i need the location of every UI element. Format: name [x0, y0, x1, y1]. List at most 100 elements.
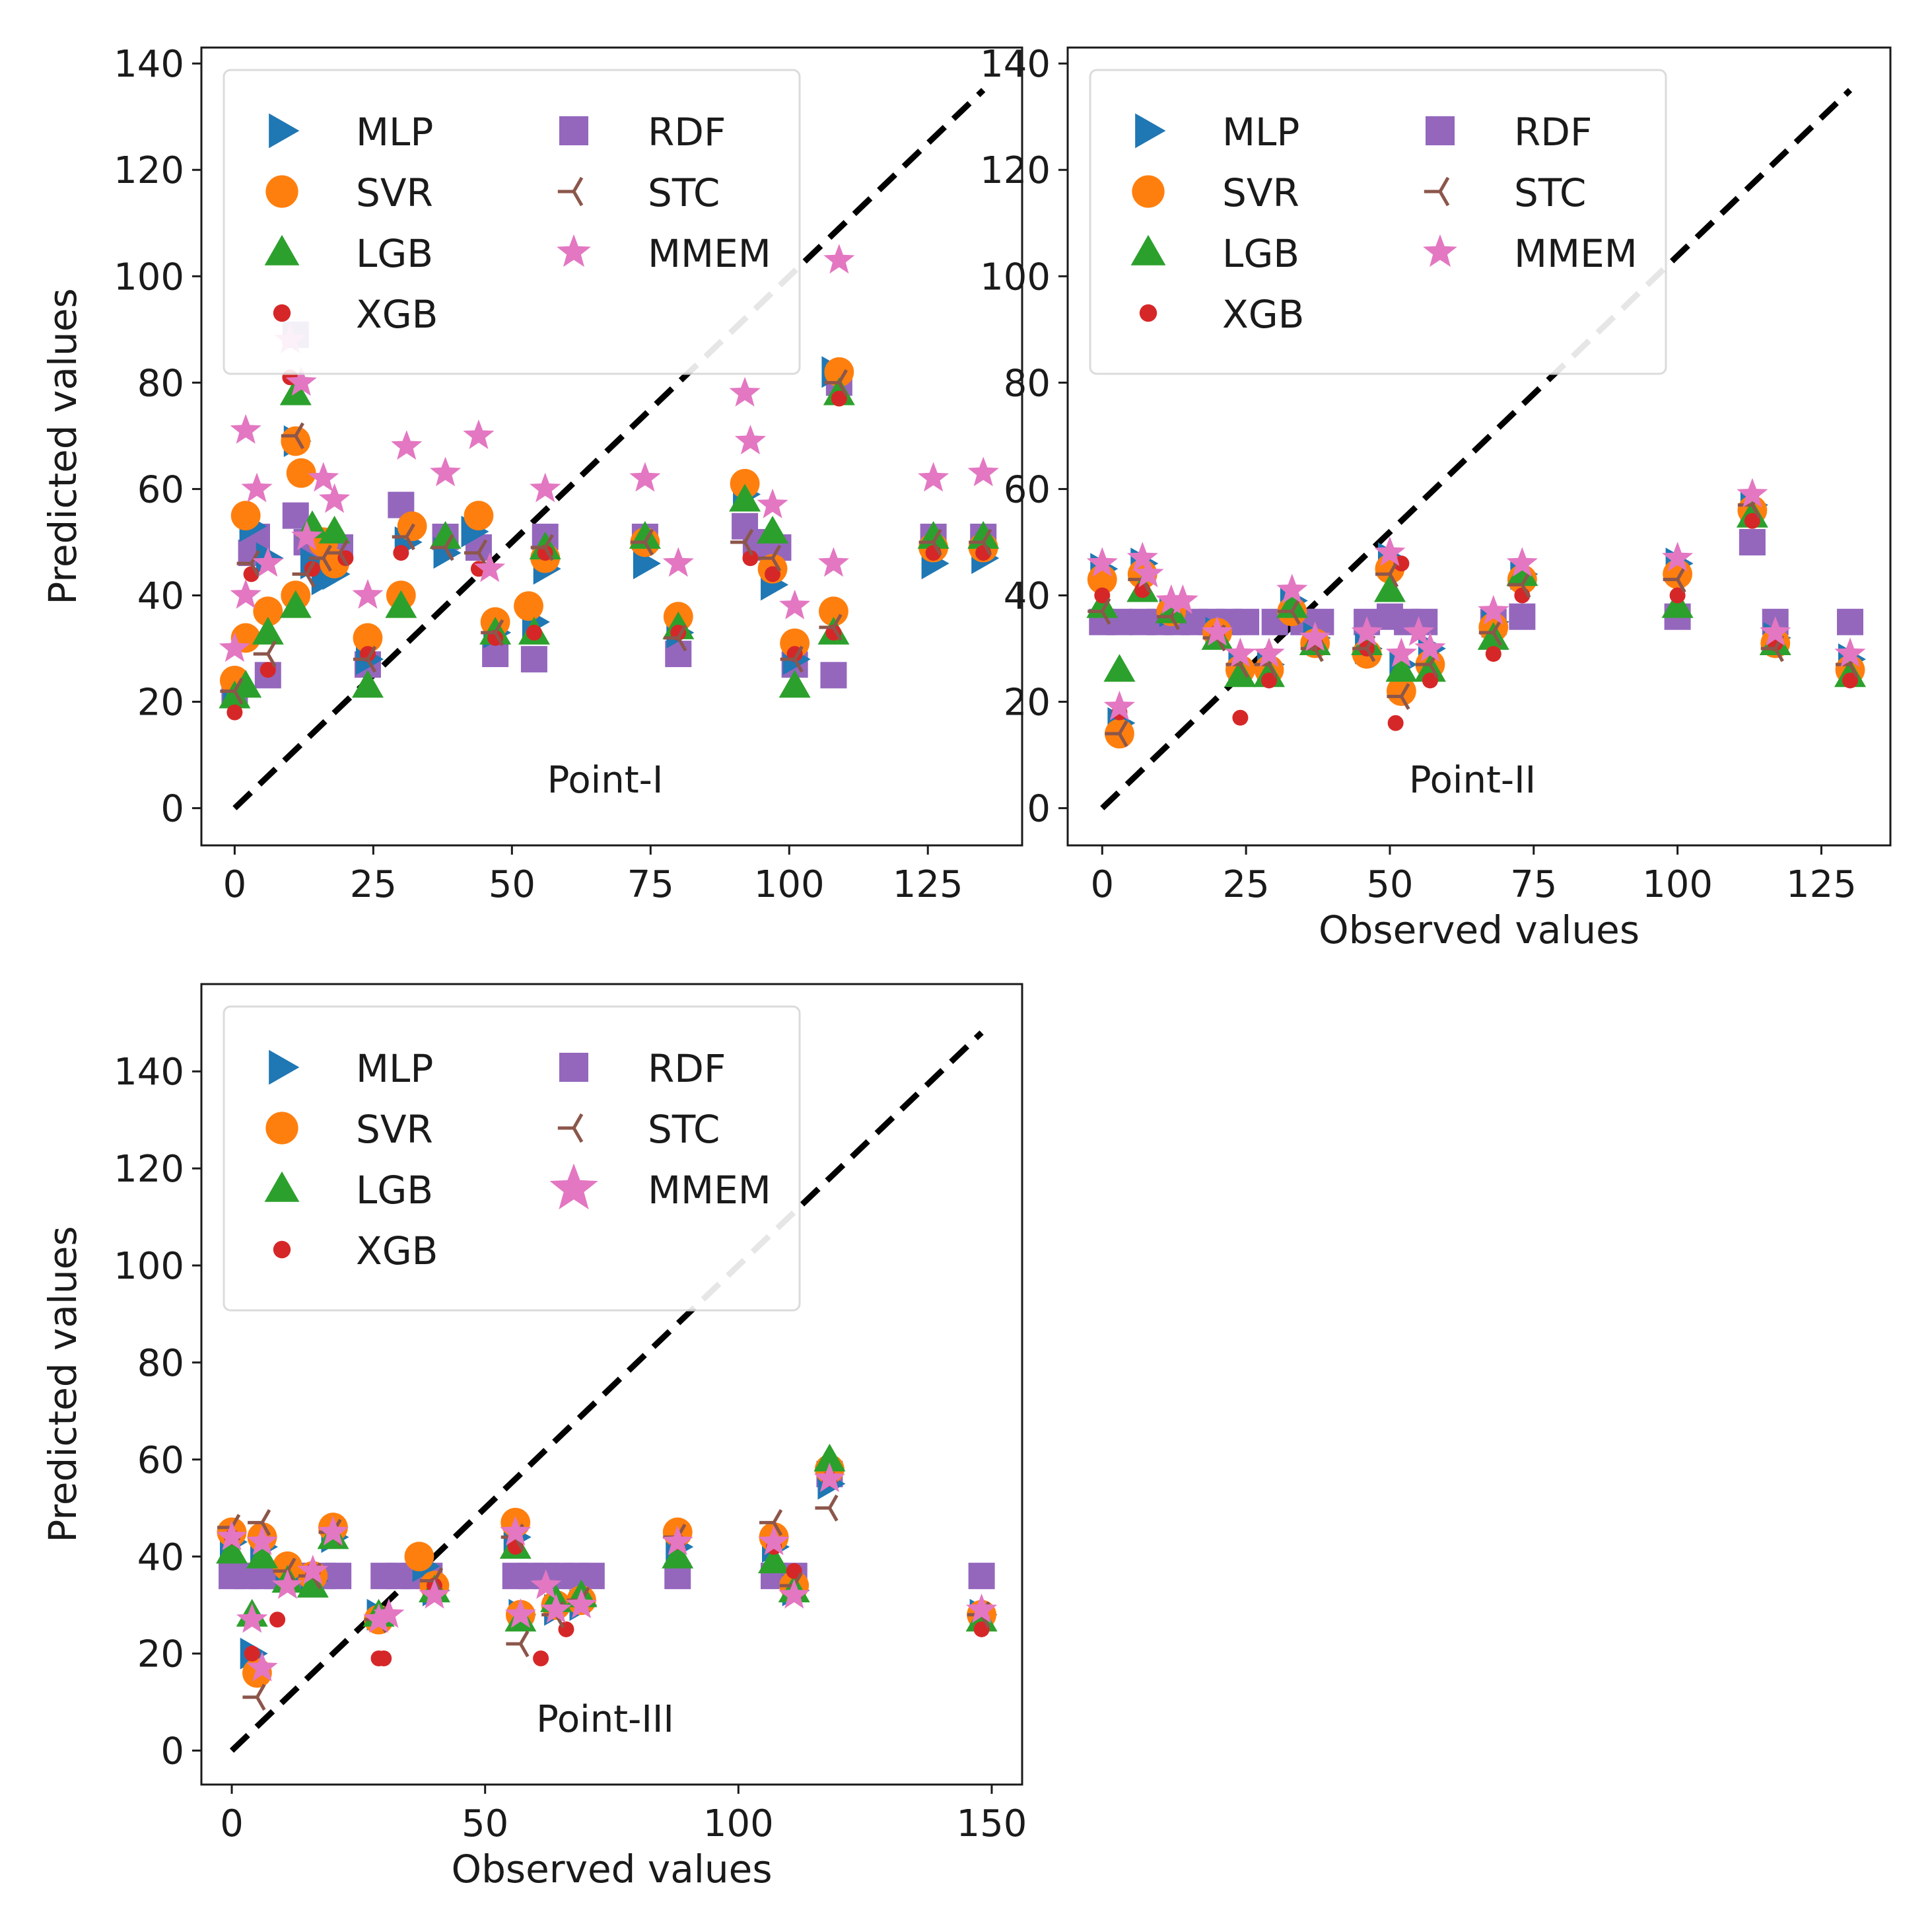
mmem-point-19	[966, 1593, 998, 1623]
stc-point-16	[758, 544, 782, 572]
rdf-point-22	[968, 1563, 995, 1590]
lgb-point-15	[813, 1443, 846, 1471]
plot-frame	[1066, 46, 1892, 847]
x-tick-label: 0	[220, 1802, 244, 1845]
legend-box	[223, 1005, 801, 1312]
rdf-point-24	[820, 662, 847, 689]
y-tick-label: 20	[1004, 682, 1051, 725]
chart-panel-1: 0 25 50 75 100 125 0 20 40 60 80 100 120 140 Predicted…	[40, 43, 1023, 906]
legend-marker-rdf	[1426, 116, 1455, 145]
svr-point-11	[1386, 676, 1416, 706]
xgb-point-17	[831, 390, 847, 407]
xgb-point-2	[259, 662, 276, 678]
stc-point-18	[819, 614, 843, 641]
svr-point-14	[514, 591, 543, 621]
legend-label-svr: SVR	[356, 170, 433, 215]
stc-point-3	[281, 422, 304, 450]
svr-point-6	[286, 458, 316, 488]
x-tick-label: 0	[223, 863, 247, 906]
legend-item-mlp: MLP	[269, 110, 433, 155]
rdf-point-17	[1509, 603, 1536, 630]
legend-label-xgb: XGB	[1222, 292, 1304, 337]
series-mmem	[216, 1462, 998, 1682]
lgb-point-13	[1477, 621, 1509, 650]
chart-panel-2: 0 25 50 75 100 125 0 20 40 60 80 100 120 140 Observed …	[980, 43, 1892, 952]
legend-marker-svr	[265, 1112, 298, 1145]
legend-marker-stc	[557, 176, 584, 207]
lgb-point-13	[758, 1545, 790, 1574]
stc-point-13	[759, 1508, 783, 1536]
mmem-point-9	[1276, 573, 1308, 604]
mmem-point-17	[1506, 547, 1538, 577]
lgb-point-1	[1103, 654, 1136, 682]
svr-point-21	[819, 596, 848, 627]
x-tick-label: 50	[489, 863, 535, 906]
mmem-point-10	[500, 1516, 532, 1546]
xgb-point-5	[376, 1650, 392, 1667]
lgb-point-6	[318, 515, 351, 544]
xgb-point-10	[526, 624, 542, 641]
legend-item-lgb: LGB	[1130, 231, 1299, 276]
mmem-point-21	[779, 589, 811, 620]
x-tick-label: 150	[957, 1802, 1027, 1845]
mmem-point-2	[246, 1525, 278, 1555]
mmem-point-14	[565, 1588, 597, 1619]
mmem-point-15	[1414, 632, 1446, 662]
mmem-point-1	[230, 579, 261, 609]
x-tick-label: 75	[1510, 863, 1557, 906]
lgb-point-1	[230, 670, 262, 698]
mmem-point-22	[817, 547, 849, 577]
svr-point-12	[464, 501, 494, 531]
xgb-point-16	[1842, 672, 1859, 689]
y-tick-label: 100	[980, 256, 1051, 299]
mmem-point-12	[530, 1569, 562, 1599]
mmem-point-5	[1167, 584, 1198, 614]
mmem-point-16	[1478, 594, 1509, 625]
y-tick-label: 60	[137, 1439, 184, 1482]
y-tick-label: 80	[137, 362, 184, 405]
y-tick-label: 120	[980, 149, 1051, 192]
legend-item-stc: STC	[557, 170, 720, 215]
xgb-point-4	[1232, 709, 1249, 726]
x-tick-label: 100	[754, 863, 825, 906]
y-tick-label: 120	[114, 1148, 184, 1191]
mmem-point-4	[271, 1569, 303, 1599]
xgb-point-8	[1387, 715, 1404, 731]
mmem-point-18	[813, 1462, 845, 1493]
mmem-point-20	[757, 488, 788, 518]
mmem-point-20	[1760, 616, 1791, 646]
legend-item-svr: SVR	[265, 170, 433, 215]
x-tick-label: 25	[350, 863, 397, 906]
lgb-point-8	[385, 590, 417, 618]
y-tick-label: 120	[114, 149, 184, 192]
mmem-point-14	[474, 552, 506, 583]
xgb-point-0	[1094, 587, 1111, 604]
x-tick-label: 0	[1090, 863, 1114, 906]
stc-point-12	[530, 534, 554, 561]
stc-point-11	[1387, 683, 1410, 710]
legend-marker-lgb	[1130, 234, 1166, 266]
lgb-point-11	[1385, 654, 1418, 682]
mmem-point-8	[373, 1598, 405, 1628]
scatter-points	[219, 244, 1000, 721]
legend-marker-svr	[1132, 175, 1165, 208]
legend-label-lgb: LGB	[1222, 231, 1299, 276]
legend-item-svr: SVR	[265, 1107, 433, 1152]
stc-point-17	[780, 645, 804, 673]
legend-label-mmem: MMEM	[648, 1168, 771, 1213]
mmem-point-4	[252, 547, 284, 577]
legend: MLP SVR LGB XGB RDF STC MMEM	[223, 69, 801, 375]
x-tick-label: 125	[893, 863, 963, 906]
mmem-point-2	[230, 414, 261, 444]
svr-point-2	[230, 501, 261, 531]
mmem-point-0	[216, 1520, 248, 1551]
legend-item-mlp: MLP	[1135, 110, 1299, 155]
plot-frame	[200, 46, 1023, 847]
xgb-point-12	[786, 1563, 802, 1579]
mmem-point-25	[967, 456, 999, 487]
xgb-point-14	[765, 566, 781, 583]
lgb-point-7	[351, 670, 384, 698]
legend-marker-xgb	[273, 1240, 291, 1259]
legend-label-stc: STC	[1514, 170, 1586, 215]
panel-label: Point-II	[1409, 759, 1536, 802]
